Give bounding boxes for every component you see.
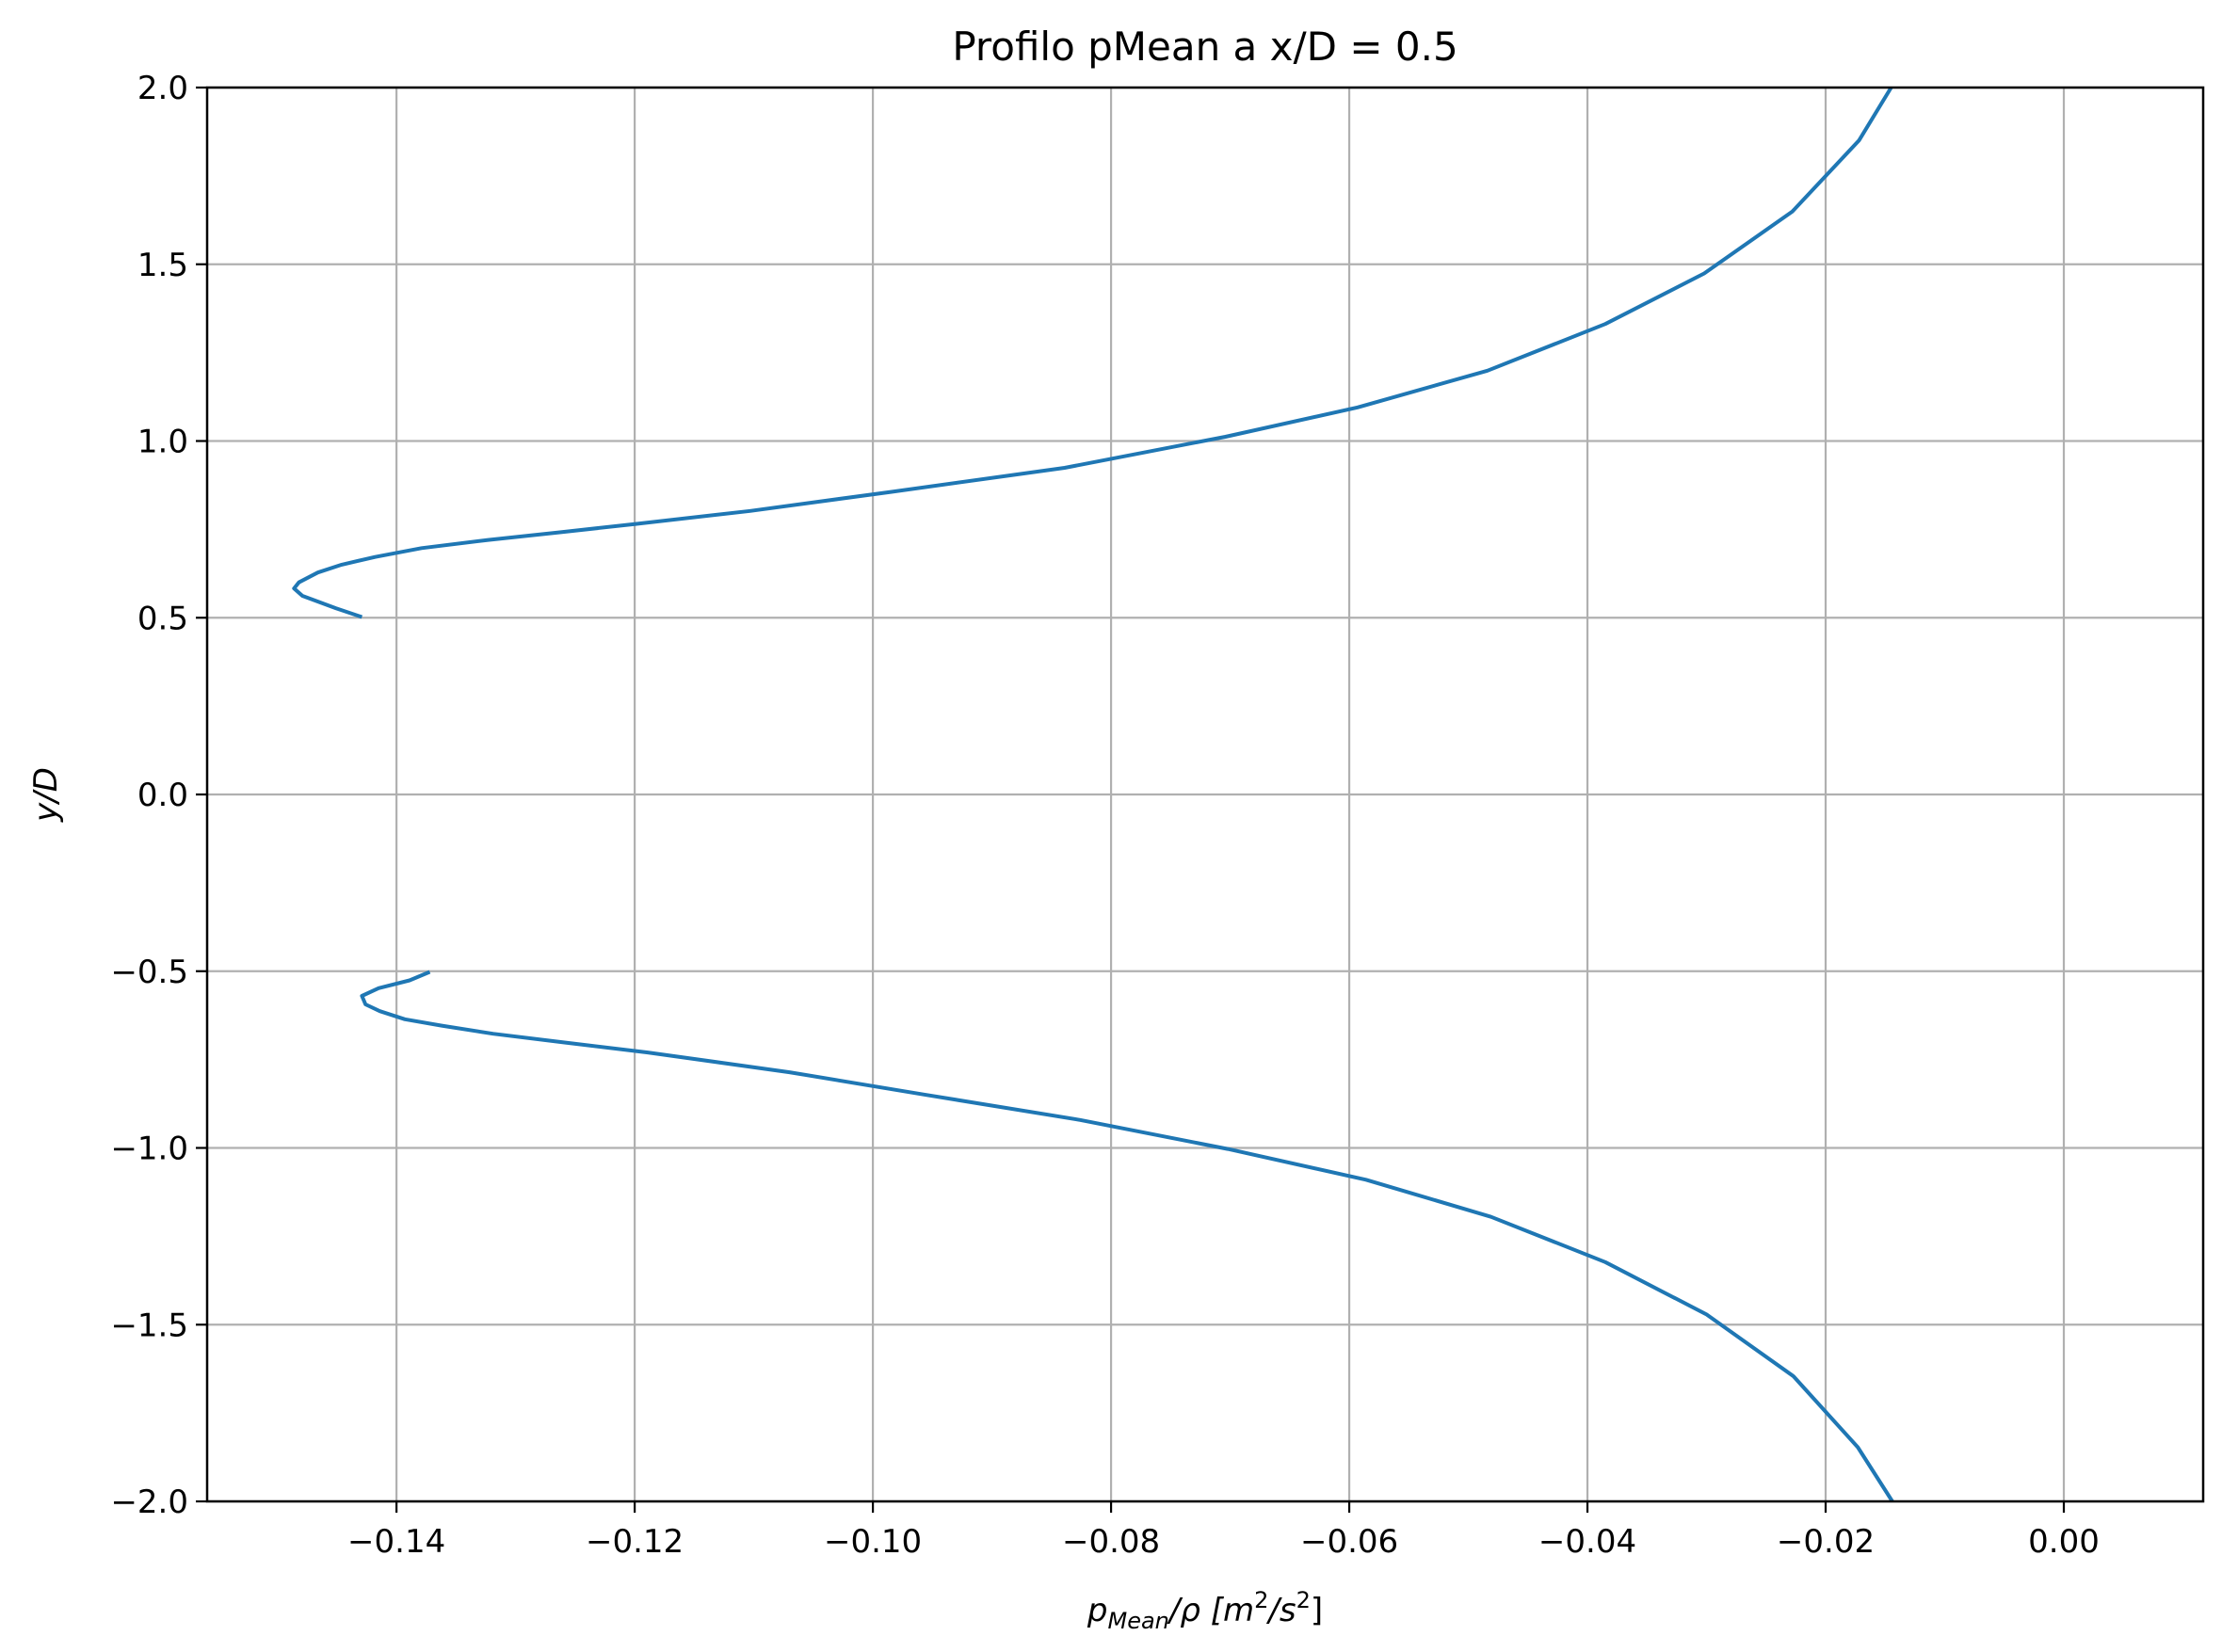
x-label-end: ] — [1311, 1592, 1323, 1629]
ticks: −0.14 −0.12 −0.10 −0.08 −0.06 −0.04 −0.02 0.00 2… — [110, 70, 2099, 1561]
y-tick-label: 0.0 — [137, 777, 188, 814]
y-tick-label: −1.0 — [110, 1131, 188, 1168]
y-tick-label: 0.5 — [137, 600, 188, 637]
y-tick-label: 1.5 — [137, 247, 188, 284]
x-label-sup1: 2 — [1254, 1587, 1268, 1613]
x-tick-label: −0.12 — [586, 1523, 684, 1561]
x-tick-label: −0.06 — [1300, 1523, 1398, 1561]
x-label-after: /ρ [m — [1167, 1592, 1254, 1629]
x-axis-label: pMean/ρ [m2/s2] — [1087, 1587, 1323, 1634]
x-tick-label: 0.00 — [2028, 1523, 2100, 1561]
x-tick-label: −0.08 — [1062, 1523, 1160, 1561]
y-tick-label: 1.0 — [137, 424, 188, 461]
y-tick-label: −1.5 — [110, 1307, 188, 1344]
x-label-mid: /s — [1265, 1592, 1296, 1629]
x-label-main: p — [1087, 1592, 1108, 1629]
series-line-1 — [292, 86, 1893, 619]
x-tick-label: −0.02 — [1777, 1523, 1875, 1561]
y-tick-label: −0.5 — [110, 954, 188, 991]
y-tick-label: 2.0 — [137, 70, 188, 107]
chart-title: Profilo pMean a x/D = 0.5 — [952, 24, 1457, 70]
y-axis-label: y/D — [27, 767, 65, 823]
x-tick-label: −0.14 — [347, 1523, 445, 1561]
series-line-2 — [360, 970, 1894, 1503]
x-label-sup2: 2 — [1296, 1587, 1311, 1613]
x-tick-label: −0.04 — [1538, 1523, 1636, 1561]
series-group — [292, 86, 1894, 1503]
x-tick-label: −0.10 — [824, 1523, 922, 1561]
y-tick-label: −2.0 — [110, 1484, 188, 1521]
x-label-sub: Mean — [1107, 1608, 1168, 1634]
